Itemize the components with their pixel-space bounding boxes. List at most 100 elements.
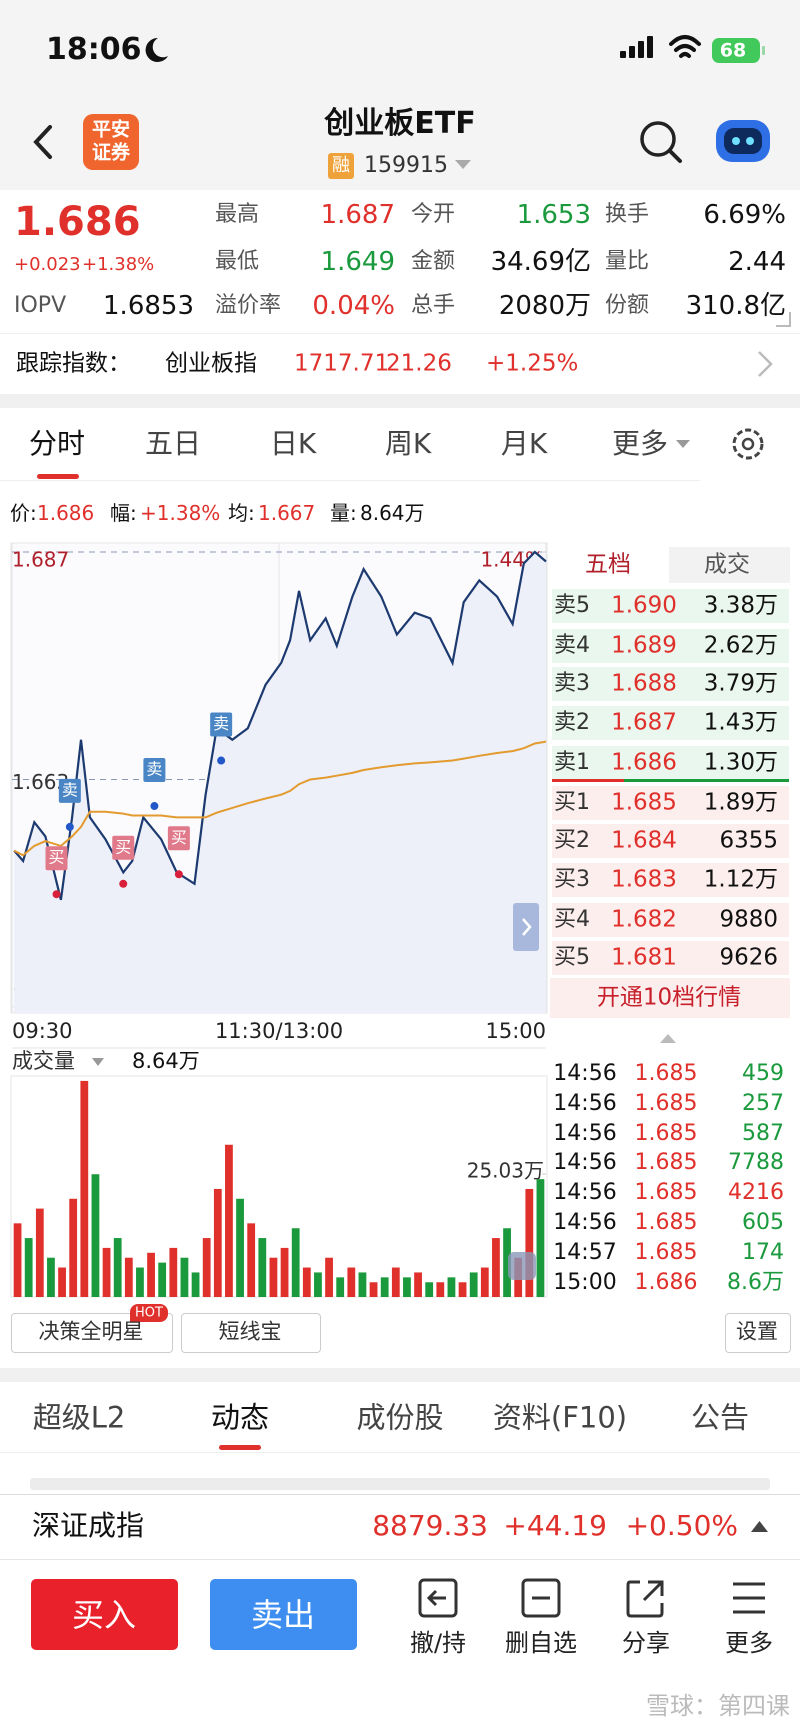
settings-gear[interactable] [732, 428, 764, 460]
tool-button[interactable] [181, 1313, 321, 1353]
orderbook-volume: 3.38万 [703, 592, 778, 619]
period-tab[interactable]: 周K [384, 427, 432, 460]
orderbook-price: 1.683 [611, 866, 677, 893]
tracking-chevron[interactable] [758, 351, 773, 377]
trade-signal-dot [65, 822, 74, 831]
orderbook-price: 1.686 [611, 749, 677, 776]
volume-bar [436, 1282, 445, 1297]
volume-bar [469, 1272, 478, 1297]
expand-handle[interactable] [513, 903, 539, 951]
trade-signal-dot [174, 870, 183, 879]
trade-signal-label: 买 [115, 837, 131, 856]
battery-cap [762, 46, 765, 55]
settings-button-label[interactable]: 设置 [736, 1319, 778, 1344]
info-tab[interactable]: 成份股 [356, 1400, 444, 1435]
search-icon-handle [668, 149, 682, 163]
stat-label: 今开 [411, 202, 456, 227]
x-tick-label: 15:00 [485, 1019, 546, 1043]
orderbook-level: 卖4 [554, 633, 590, 658]
stat-label: 最低 [215, 249, 260, 274]
info-tab[interactable]: 动态 [210, 1400, 270, 1435]
trade-signal-dot [119, 879, 128, 888]
nav-action-label[interactable]: 更多 [725, 1629, 773, 1657]
sell-button-label[interactable]: 卖出 [250, 1596, 316, 1634]
logo-text: 证券 [91, 141, 131, 164]
volume-bar [425, 1282, 434, 1297]
signal-bar [647, 36, 653, 58]
battery [712, 38, 760, 63]
volume-bar [325, 1257, 333, 1297]
orderbook-tab[interactable]: 成交 [704, 551, 750, 578]
volume-bar [80, 1080, 89, 1297]
tool-button-label[interactable]: 短线宝 [218, 1319, 282, 1344]
nav-action-label[interactable]: 分享 [622, 1629, 670, 1657]
sell-button[interactable] [210, 1579, 357, 1650]
y-tick-label: 1.687 [12, 548, 69, 572]
search-icon[interactable] [640, 121, 676, 157]
volume-bar [47, 1257, 55, 1297]
hot-badge [130, 1304, 168, 1322]
spread-line-ask [624, 779, 789, 782]
trade-price: 1.685 [634, 1239, 698, 1265]
volume-bar [191, 1272, 200, 1297]
security-title: 创业板ETF [324, 106, 476, 141]
separator [0, 1368, 800, 1382]
tool-button[interactable] [11, 1313, 173, 1353]
news-preview-strip [30, 1478, 770, 1490]
trade-signal-label: 买 [171, 828, 187, 847]
volume-bar [358, 1272, 367, 1297]
fullscreen-icon[interactable] [508, 1252, 536, 1280]
volume-bar [503, 1228, 511, 1297]
nav-icon [521, 1578, 561, 1618]
info-label: 均: [228, 501, 255, 525]
volume-bar [369, 1282, 378, 1297]
buy-button-label[interactable]: 买入 [71, 1596, 137, 1634]
trades-collapse [660, 1034, 676, 1043]
tool-button-label[interactable]: 决策全明星 [38, 1319, 144, 1344]
volume-bar [336, 1277, 345, 1297]
orderbook-volume: 1.12万 [703, 866, 778, 893]
row-divider [0, 333, 800, 334]
volume-bar [13, 1223, 22, 1297]
signal-bar [629, 46, 635, 58]
info-tab[interactable]: 超级L2 [32, 1400, 126, 1435]
info-tab[interactable]: 资料(F10) [492, 1400, 628, 1435]
orderbook-tab[interactable]: 五档 [585, 551, 631, 578]
index-change: +44.19 [503, 1509, 607, 1542]
period-tab[interactable]: 更多 [611, 427, 669, 460]
orderbook-upgrade[interactable]: 开通10档行情 [596, 984, 742, 1011]
orderbook-price: 1.688 [611, 670, 677, 697]
index-bar[interactable] [0, 1494, 800, 1560]
period-tab[interactable]: 日K [269, 427, 317, 460]
period-tab[interactable]: 五日 [144, 427, 202, 460]
orderbook-volume: 6355 [719, 827, 778, 854]
buy-button[interactable] [31, 1579, 178, 1650]
volume-bar [58, 1267, 66, 1297]
price-line [13, 550, 547, 901]
margin-badge [328, 153, 354, 179]
settings-button[interactable] [725, 1313, 791, 1353]
info-label: 价: [10, 501, 37, 525]
volume-bar [291, 1228, 300, 1297]
tab-divider [0, 1452, 800, 1453]
orderbook-level: 买5 [554, 945, 590, 970]
period-tab[interactable]: 月K [500, 427, 548, 460]
trade-time: 15:00 [553, 1269, 617, 1295]
index-name[interactable]: 深证成指 [32, 1509, 145, 1542]
orderbook-tab-inactive [669, 547, 790, 583]
info-tab[interactable]: 公告 [690, 1400, 750, 1435]
volume-bar [302, 1267, 311, 1297]
stat-label: 份额 [605, 293, 650, 318]
tracking-label: 跟踪指数： [16, 350, 131, 377]
orderbook-price: 1.684 [611, 827, 677, 854]
period-tab[interactable]: 分时 [28, 427, 86, 460]
info-value: 1.686 [37, 501, 95, 525]
nav-action-label[interactable]: 撤/持 [409, 1629, 467, 1657]
volume-bar [24, 1238, 33, 1297]
wifi-icon [669, 35, 701, 58]
back-button[interactable] [33, 125, 52, 159]
logo-text: 平安 [91, 118, 131, 141]
orderbook-level: 买1 [554, 790, 590, 815]
trade-time: 14:56 [553, 1150, 617, 1176]
nav-action-label[interactable]: 删自选 [505, 1629, 577, 1657]
